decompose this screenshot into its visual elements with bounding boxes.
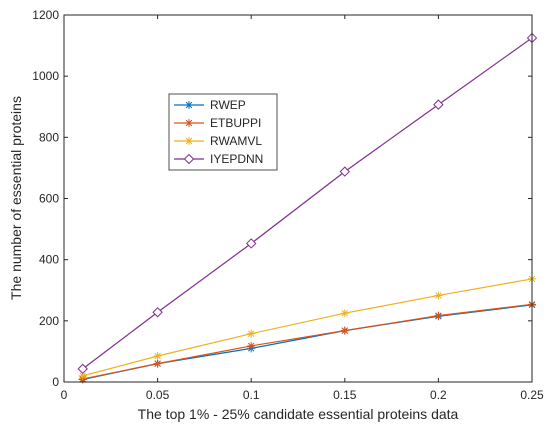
asterisk-marker-shape <box>153 359 162 368</box>
diamond-marker-shape <box>77 363 88 375</box>
data-point-etbuppi <box>340 326 349 335</box>
diamond-marker-shape <box>245 238 257 249</box>
data-point-rwamvl <box>434 291 443 300</box>
asterisk-marker-shape <box>78 371 87 380</box>
legend: RWEP ETBUPPI RWAMVL IYEPDNN <box>168 93 278 171</box>
legend-marker <box>185 137 193 145</box>
diamond-marker-shape <box>433 99 444 110</box>
y-tick-label: 1200 <box>32 8 59 22</box>
asterisk-marker-shape <box>185 101 193 109</box>
y-tick-label: 0 <box>52 375 59 389</box>
asterisk-marker-shape <box>247 329 256 338</box>
asterisk-marker-shape <box>185 137 193 145</box>
x-tick-label: 0.05 <box>146 388 170 402</box>
legend-label: RWAMVL <box>210 134 262 148</box>
data-point-etbuppi <box>434 311 443 320</box>
y-tick-label: 400 <box>39 253 59 267</box>
data-point-rwamvl <box>340 309 349 318</box>
data-point-etbuppi <box>247 341 256 350</box>
diamond-marker-shape <box>152 307 163 318</box>
x-tick-label: 0.15 <box>333 388 357 402</box>
series-line-rwamvl <box>82 278 533 377</box>
diamond-marker-shape <box>339 166 351 177</box>
plot-area <box>64 15 532 382</box>
y-tick-label: 600 <box>39 192 59 206</box>
legend-label: RWEP <box>210 98 246 112</box>
data-point-rwamvl <box>247 329 256 338</box>
legend-entry-iyepdnn: IYEPDNN <box>174 152 263 166</box>
asterisk-marker-shape <box>340 309 349 318</box>
data-point-iyepdnn <box>339 166 351 177</box>
y-tick-label: 200 <box>39 314 59 328</box>
asterisk-marker-shape <box>153 352 162 361</box>
asterisk-marker-shape <box>247 341 256 350</box>
y-axis-title: The number of essential proteins <box>8 96 24 300</box>
legend-label: ETBUPPI <box>210 116 261 130</box>
series-line-etbuppi <box>82 303 533 380</box>
legend-label: IYEPDNN <box>210 152 263 166</box>
data-point-etbuppi <box>153 359 162 368</box>
x-tick-label: 0.25 <box>520 388 544 402</box>
legend-entry-etbuppi: ETBUPPI <box>174 116 261 130</box>
series-layer <box>77 32 538 384</box>
x-axis-title: The top 1% - 25% candidate essential pro… <box>138 406 459 422</box>
legend-marker <box>183 153 195 165</box>
asterisk-marker-shape <box>185 119 193 127</box>
x-tick-label: 0.2 <box>430 388 447 402</box>
legend-marker <box>185 119 193 127</box>
series-iyepdnn <box>77 32 538 375</box>
diamond-marker-shape <box>183 153 195 165</box>
x-tick-label: 0.1 <box>243 388 260 402</box>
x-axis-ticks: 0 0.05 0.1 0.15 0.2 0.25 <box>61 15 544 402</box>
legend-entry-rwamvl: RWAMVL <box>174 134 262 148</box>
legend-entry-rwep: RWEP <box>174 98 246 112</box>
y-axis-ticks: 0 200 400 600 800 1000 1200 <box>32 8 532 389</box>
y-tick-label: 1000 <box>32 69 59 83</box>
x-tick-label: 0 <box>61 388 68 402</box>
data-point-iyepdnn <box>77 363 88 375</box>
legend-marker <box>185 101 193 109</box>
asterisk-marker-shape <box>434 311 443 320</box>
y-tick-label: 800 <box>39 130 59 144</box>
data-point-rwamvl <box>153 352 162 361</box>
data-point-iyepdnn <box>433 99 444 110</box>
data-point-iyepdnn <box>152 307 163 318</box>
data-point-iyepdnn <box>245 238 257 249</box>
asterisk-marker-shape <box>340 326 349 335</box>
data-point-rwamvl <box>78 371 87 380</box>
asterisk-marker-shape <box>434 291 443 300</box>
series-line-iyepdnn <box>82 37 533 370</box>
